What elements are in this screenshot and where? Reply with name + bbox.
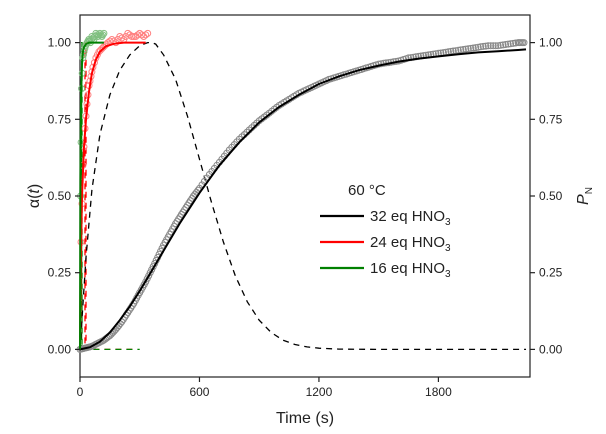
- y-axis-right-title-main: P: [575, 194, 592, 205]
- y-axis-right-title: PN: [575, 187, 595, 205]
- y-axis-right-title-sub: N: [584, 187, 595, 194]
- fit-curve-series-0: [79, 48, 527, 351]
- data-point-series-1: [118, 34, 126, 42]
- x-axis-title: Time (s): [276, 410, 334, 427]
- legend-label-32eq-main: 32 eq HNO: [370, 208, 445, 225]
- data-point-series-0: [479, 42, 487, 50]
- data-point-series-0: [520, 39, 528, 47]
- data-point-series-0: [469, 44, 477, 52]
- y2-tick-label: 0.25: [539, 266, 563, 280]
- fit-curve-series-2: [79, 41, 104, 350]
- y2-tick-label: 0.75: [539, 112, 563, 126]
- legend-entry: 16 eq HNO3: [320, 260, 451, 280]
- data-point-series-0: [504, 40, 512, 48]
- data-point-series-1: [142, 31, 150, 39]
- x-tick-label: 0: [77, 385, 84, 399]
- legend-label-24eq-sub: 3: [445, 243, 451, 254]
- x-tick-label: 1200: [306, 385, 333, 399]
- legend-title: 60 °C: [348, 182, 386, 199]
- y-tick-label: 0.50: [48, 189, 72, 203]
- fit-curve-series-1: [79, 41, 146, 350]
- y-tick-label: 0.25: [48, 266, 72, 280]
- legend-label-16eq: 16 eq HNO3: [370, 260, 451, 280]
- data-point-series-0: [492, 42, 500, 50]
- pn-curve-series-3: [79, 41, 526, 351]
- legend-entry: 32 eq HNO3: [320, 208, 451, 228]
- y-tick-label: 1.00: [48, 36, 72, 50]
- data-point-series-0: [477, 43, 485, 51]
- data-point-series-0: [487, 42, 495, 50]
- y2-tick-label: 1.00: [539, 36, 563, 50]
- data-point-series-0: [457, 46, 465, 54]
- legend-label-16eq-main: 16 eq HNO: [370, 260, 445, 277]
- legend-label-24eq-main: 24 eq HNO: [370, 234, 445, 251]
- y2-tick-label: 0.50: [539, 189, 563, 203]
- data-point-series-0: [489, 42, 497, 50]
- legend-label-32eq-sub: 3: [445, 217, 451, 228]
- data-point-series-1: [144, 29, 152, 37]
- data-point-series-0: [462, 45, 470, 53]
- y2-tick-label: 0.00: [539, 342, 563, 356]
- data-point-series-0: [494, 42, 502, 50]
- y-axis-left-title-close: ): [26, 184, 43, 189]
- y-axis-left-title: α(t): [26, 184, 43, 208]
- data-point-series-0: [474, 43, 482, 51]
- y-axis-left-title-italic: t: [26, 189, 43, 194]
- legend-entry: 24 eq HNO3: [320, 234, 451, 254]
- y-tick-label: 0.00: [48, 342, 72, 356]
- legend-label-32eq: 32 eq HNO3: [370, 208, 451, 228]
- data-point-series-0: [459, 46, 467, 53]
- axis-ticks: 0 600 1200 1800 0.00 0.00 0.25 0.25 0.50 0.50 0.75…: [48, 36, 563, 399]
- data-point-series-2: [100, 29, 108, 37]
- y-tick-label: 0.75: [48, 112, 72, 126]
- plot-area: [79, 14, 531, 378]
- data-point-series-0: [482, 42, 490, 50]
- data-point-series-0: [507, 40, 515, 48]
- data-point-series-0: [502, 41, 510, 48]
- data-point-series-0: [512, 39, 520, 47]
- legend-label-16eq-sub: 3: [445, 269, 451, 280]
- data-point-series-2: [99, 31, 107, 39]
- y-axis-left-title-text: α(: [26, 193, 43, 208]
- data-point-series-0: [497, 41, 505, 49]
- legend-label-24eq: 24 eq HNO3: [370, 234, 451, 254]
- data-point-series-0: [484, 42, 492, 50]
- data-point-series-1: [130, 33, 138, 40]
- x-tick-label: 1800: [425, 385, 452, 399]
- data-point-series-0: [467, 44, 475, 52]
- data-point-series-0: [499, 41, 507, 49]
- data-layer: [76, 29, 528, 353]
- legend: 60 °C 32 eq HNO3 24 eq HNO3 16 eq HNO3: [320, 182, 451, 280]
- data-point-series-0: [464, 45, 472, 53]
- x-tick-label: 600: [189, 385, 209, 399]
- data-point-series-0: [472, 44, 480, 52]
